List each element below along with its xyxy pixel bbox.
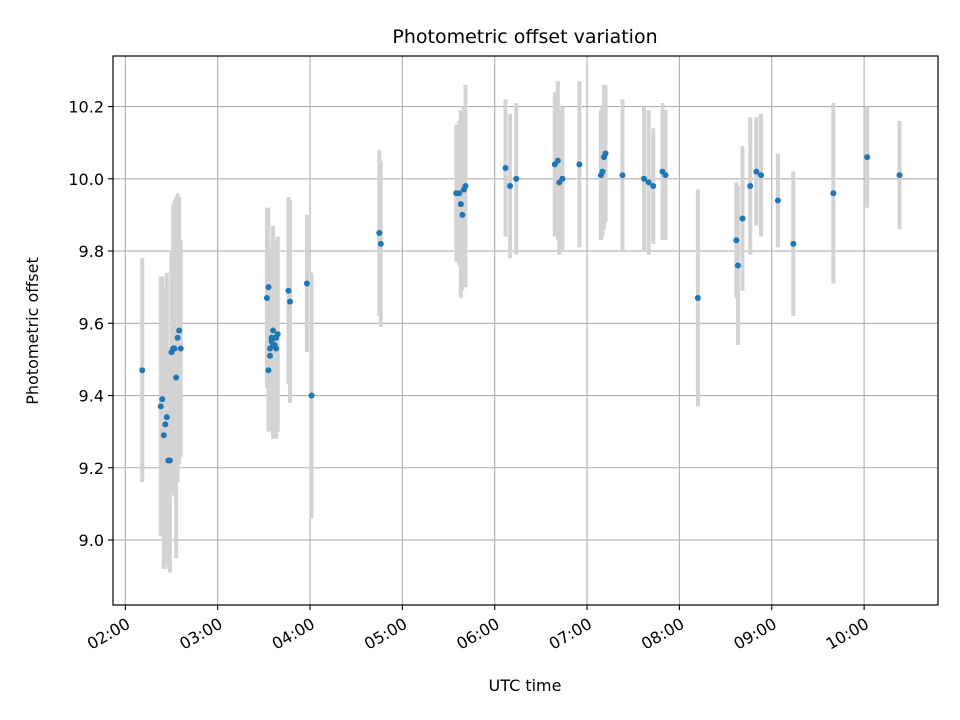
data-point xyxy=(270,327,277,334)
data-point xyxy=(377,240,384,247)
data-point xyxy=(459,211,466,218)
data-point xyxy=(456,190,463,197)
y-tick-label: 9.2 xyxy=(79,459,104,478)
data-point xyxy=(274,331,281,338)
plot-frame xyxy=(112,55,939,606)
data-points xyxy=(139,150,903,464)
data-point xyxy=(774,197,781,204)
x-axis-label: UTC time xyxy=(489,676,562,695)
y-tick-label: 9.6 xyxy=(79,314,104,333)
chart-title: Photometric offset variation xyxy=(392,26,657,48)
data-point xyxy=(273,345,280,352)
data-point xyxy=(177,345,184,352)
data-point xyxy=(462,183,469,190)
data-point xyxy=(266,352,273,359)
data-point xyxy=(747,183,754,190)
data-point xyxy=(645,179,652,186)
data-point xyxy=(174,334,181,341)
data-point xyxy=(576,161,583,168)
data-point xyxy=(641,175,648,182)
data-point xyxy=(662,172,669,179)
data-point xyxy=(619,172,626,179)
data-point xyxy=(162,421,169,428)
data-point xyxy=(159,396,166,403)
data-point xyxy=(559,175,566,182)
data-point xyxy=(139,367,146,374)
data-point xyxy=(507,183,514,190)
data-point xyxy=(753,168,760,175)
data-point xyxy=(265,367,272,374)
data-point xyxy=(263,294,270,301)
data-point xyxy=(554,157,561,164)
y-tick-label: 10.0 xyxy=(68,170,104,189)
data-point xyxy=(502,164,509,171)
data-point xyxy=(650,183,657,190)
data-point xyxy=(303,280,310,287)
y-tick-label: 9.4 xyxy=(79,387,104,406)
data-point xyxy=(163,414,170,421)
data-point xyxy=(739,215,746,222)
data-point xyxy=(733,237,740,244)
data-point xyxy=(602,150,609,157)
data-point xyxy=(896,172,903,179)
data-point xyxy=(285,287,292,294)
data-point xyxy=(265,284,272,291)
data-point xyxy=(790,240,797,247)
data-point xyxy=(734,262,741,269)
data-point xyxy=(166,457,173,464)
y-tick-label: 10.2 xyxy=(68,98,104,117)
data-point xyxy=(171,345,178,352)
data-point xyxy=(173,374,180,381)
data-point xyxy=(160,432,167,439)
data-point xyxy=(599,168,606,175)
data-point xyxy=(830,190,837,197)
data-point xyxy=(757,172,764,179)
data-point xyxy=(157,403,164,410)
data-point xyxy=(308,392,315,399)
y-axis: 9.0 9.2 9.4 9.6 9.8 10.0 10.2 xyxy=(68,98,113,550)
data-point xyxy=(864,154,871,161)
data-point xyxy=(287,298,294,305)
data-point xyxy=(694,294,701,301)
y-tick-label: 9.0 xyxy=(79,531,104,550)
data-point xyxy=(376,229,383,236)
data-point xyxy=(513,175,520,182)
y-tick-label: 9.8 xyxy=(79,242,104,261)
data-point xyxy=(457,201,464,208)
y-axis-label: Photometric offset xyxy=(23,257,42,405)
grid xyxy=(113,56,938,605)
data-point xyxy=(176,327,183,334)
